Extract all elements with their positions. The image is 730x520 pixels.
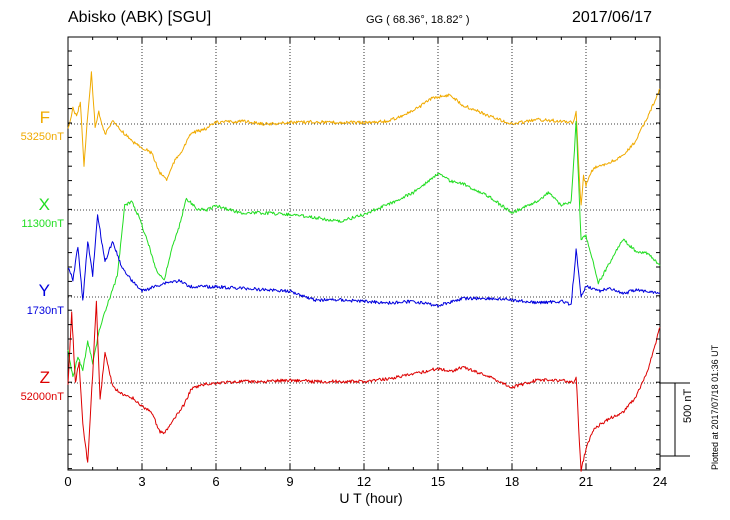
series-line-z <box>67 300 661 472</box>
x-tick-label: 15 <box>431 474 445 489</box>
x-tick-label: 6 <box>212 474 219 489</box>
component-label-z: Z <box>39 368 50 387</box>
x-tick-label: 21 <box>579 474 593 489</box>
component-label-f: F <box>39 108 50 127</box>
x-tick-label: 3 <box>138 474 145 489</box>
plot-traces <box>67 71 661 472</box>
baseline-label-f: 53250nT <box>20 131 64 143</box>
scale-bar-label: 500 nT <box>682 388 694 423</box>
station-coordinates: GG ( 68.36°, 18.82° ) <box>366 14 470 26</box>
x-tick-label: 24 <box>653 474 667 489</box>
series-line-y <box>68 214 661 308</box>
plot-timestamp: Plotted at 2017/07/18 01:36 UT <box>710 344 720 470</box>
x-tick-label: 12 <box>357 474 371 489</box>
x-axis-label: U T (hour) <box>339 490 403 506</box>
station-title: Abisko (ABK) [SGU] <box>68 9 212 26</box>
series-line-f <box>67 71 661 206</box>
plot-date: 2017/06/17 <box>572 9 653 26</box>
x-axis-ticks: 0 3 6 9 12 15 18 21 24 <box>64 37 690 489</box>
series-line-x <box>67 120 661 378</box>
x-tick-label: 0 <box>64 474 71 489</box>
baseline-label-x: 11300nT <box>21 218 64 230</box>
component-label-x: X <box>38 195 50 214</box>
x-tick-label: 9 <box>286 474 293 489</box>
component-label-y: Y <box>38 281 50 300</box>
plot-grid <box>67 36 661 471</box>
x-tick-label: 18 <box>505 474 519 489</box>
baseline-label-z: 52000nT <box>20 391 64 403</box>
baseline-label-y: 1730nT <box>26 305 64 317</box>
